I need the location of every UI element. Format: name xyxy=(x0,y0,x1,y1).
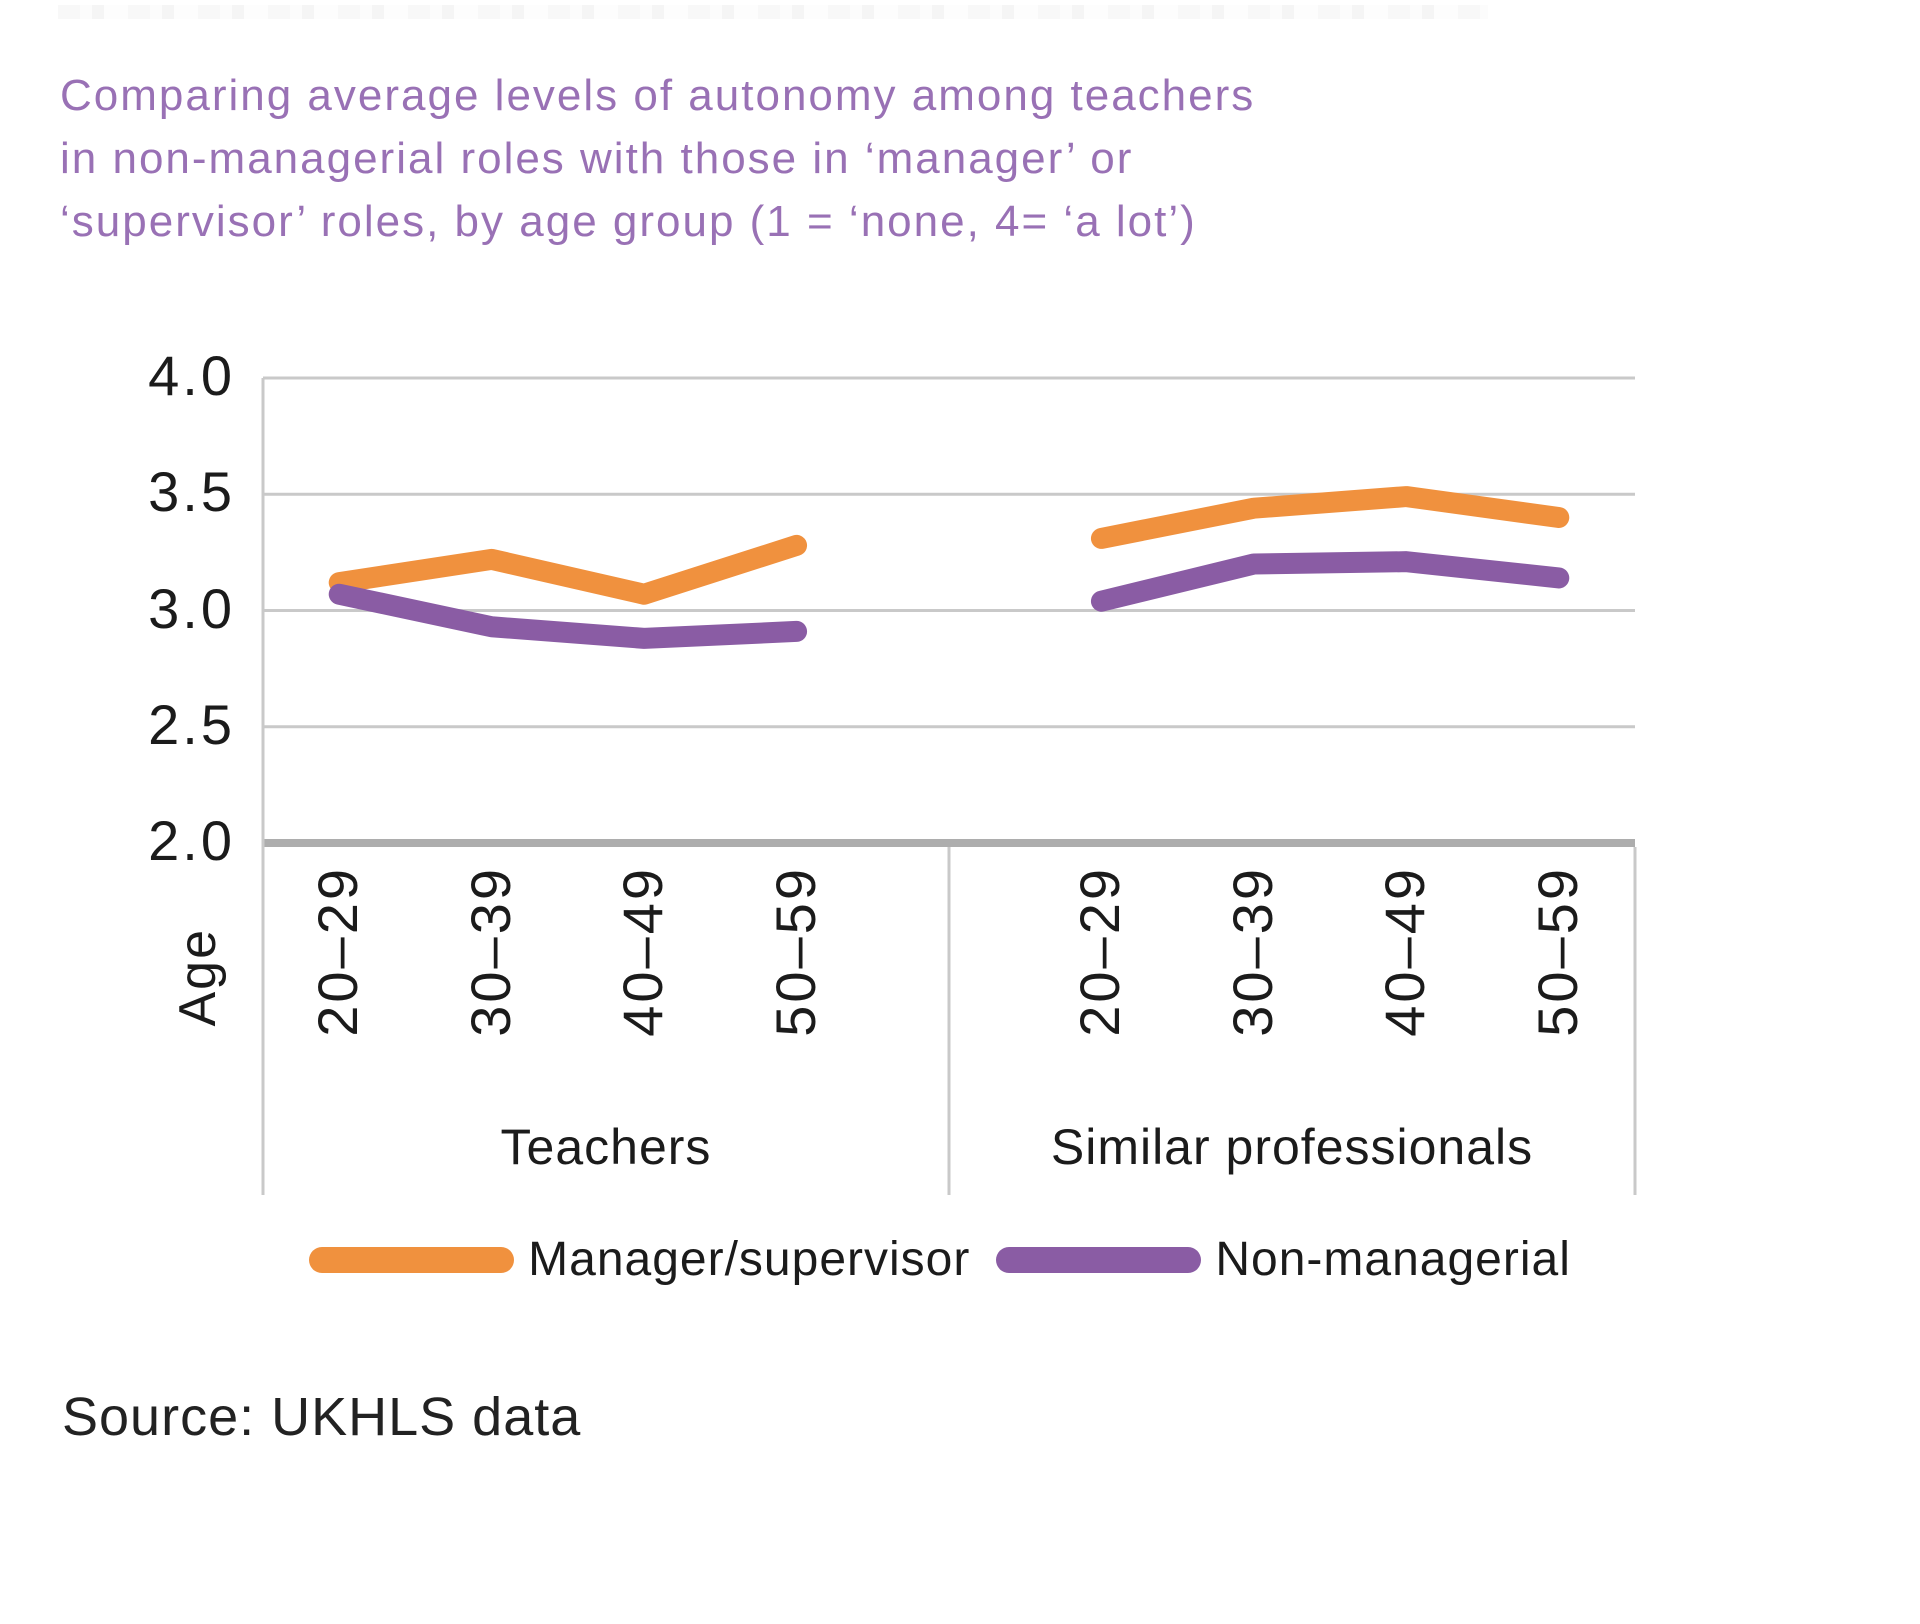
legend-item-manager-supervisor: Manager/supervisor xyxy=(309,1232,970,1287)
legend-label: Non-managerial xyxy=(1215,1233,1571,1286)
x-axis-title: Age xyxy=(169,928,227,1027)
similar-professionals-manager-supervisor-line xyxy=(1090,486,1570,549)
y-axis-tick-label: 2.0 xyxy=(148,808,235,872)
y-axis-tick-label: 4.0 xyxy=(148,343,235,407)
similar-professionals-non-managerial-line xyxy=(1090,551,1570,612)
y-axis-tick-label: 3.0 xyxy=(148,576,235,640)
x-axis-tick-label: 40–49 xyxy=(1373,866,1437,1037)
legend: Manager/supervisor Non-managerial xyxy=(240,1232,1640,1287)
chart-title: Comparing average levels of autonomy amo… xyxy=(60,71,1256,246)
x-axis-tick-label: 20–29 xyxy=(1068,866,1132,1037)
x-axis-tick-label: 30–39 xyxy=(458,866,522,1037)
x-axis-tick-label: 30–39 xyxy=(1220,866,1284,1037)
legend-label: Manager/supervisor xyxy=(528,1233,971,1286)
legend-item-non-managerial: Non-managerial xyxy=(996,1232,1571,1287)
x-axis-tick-label: 40–49 xyxy=(611,866,675,1037)
panel-label-teachers: Teachers xyxy=(500,1119,712,1175)
non-managerial-line-swatch xyxy=(996,1246,1202,1273)
x-axis-tick-label: 20–29 xyxy=(306,866,370,1037)
top-artifact-band xyxy=(58,5,1488,19)
source-note: Source: UKHLS data xyxy=(62,1387,582,1447)
manager-supervisor-line-swatch xyxy=(309,1246,515,1273)
panel-label-similar-professionals: Similar professionals xyxy=(1050,1119,1534,1175)
y-axis-tick-label: 2.5 xyxy=(148,692,235,756)
x-axis-tick-label: 50–59 xyxy=(1525,866,1589,1037)
x-axis-tick-label: 50–59 xyxy=(763,866,827,1037)
teachers-manager-supervisor-line xyxy=(328,534,808,605)
y-axis-tick-label: 3.5 xyxy=(148,460,235,524)
teachers-non-managerial-line xyxy=(328,583,808,649)
